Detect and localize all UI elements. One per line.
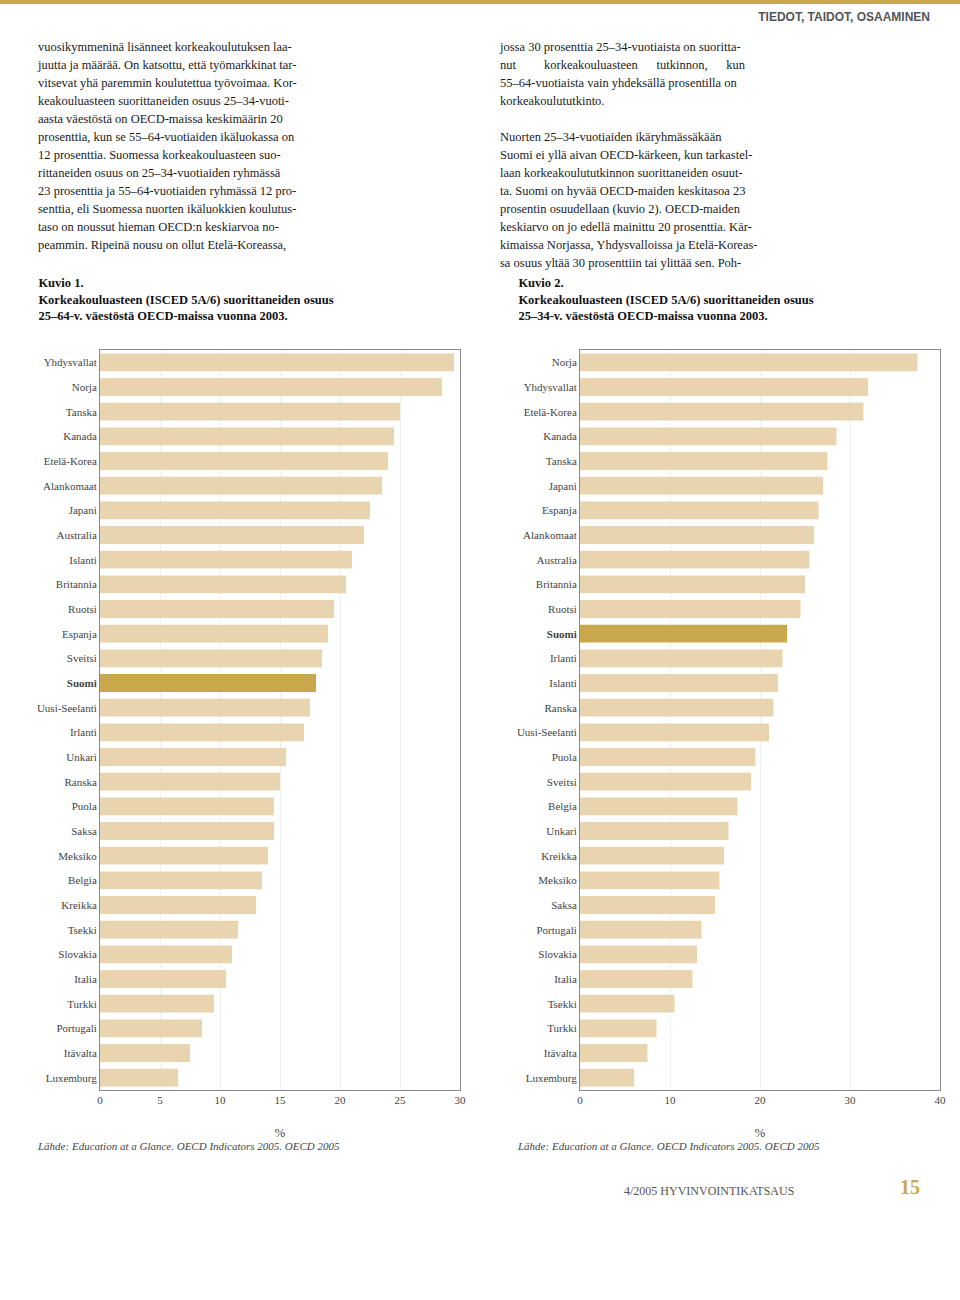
svg-text:Kuvio 1.Korkeakouluasteen (ISC: Kuvio 1.Korkeakouluasteen (ISCED 5A/6) s… bbox=[38, 276, 333, 323]
svg-text:Slovakia: Slovakia bbox=[538, 948, 577, 960]
svg-text:Japani: Japani bbox=[69, 504, 97, 516]
html-text:4/2005 HYVINVOINTIKATSAUS: 4/2005 HYVINVOINTIKATSAUS bbox=[624, 1184, 795, 1198]
svg-text:Norja: Norja bbox=[552, 356, 577, 368]
svg-text:Itävalta: Itävalta bbox=[64, 1047, 97, 1059]
svg-text:Italia: Italia bbox=[74, 973, 97, 985]
svg-text:Irlanti: Irlanti bbox=[550, 652, 577, 664]
svg-text:Italia: Italia bbox=[554, 973, 577, 985]
svg-text:Kuvio 2.Korkeakouluasteen (ISC: Kuvio 2.Korkeakouluasteen (ISCED 5A/6) s… bbox=[518, 276, 813, 323]
svg-text:40: 40 bbox=[935, 1094, 947, 1106]
svg-text:%: % bbox=[755, 1125, 766, 1140]
svg-text:Slovakia: Slovakia bbox=[58, 948, 97, 960]
svg-text:Kanada: Kanada bbox=[63, 430, 97, 442]
html-text:jossa 30 prosenttia 25–34-vuot: jossa 30 prosenttia 25–34-vuotiaista on … bbox=[500, 40, 758, 270]
svg-text:Ruotsi: Ruotsi bbox=[548, 603, 577, 615]
svg-text:30: 30 bbox=[845, 1094, 857, 1106]
svg-text:Belgia: Belgia bbox=[548, 800, 577, 812]
svg-text:Britannia: Britannia bbox=[56, 578, 97, 590]
svg-text:Unkari: Unkari bbox=[66, 751, 97, 763]
svg-text:5: 5 bbox=[157, 1094, 163, 1106]
svg-text:0: 0 bbox=[97, 1094, 103, 1106]
svg-text:Puola: Puola bbox=[552, 751, 577, 763]
svg-text:Britannia: Britannia bbox=[536, 578, 577, 590]
svg-text:Meksiko: Meksiko bbox=[58, 850, 97, 862]
html-text:vuosikymmeninä lisänneet korke: vuosikymmeninä lisänneet korkeakoulutuks… bbox=[38, 40, 297, 252]
svg-text:Espanja: Espanja bbox=[542, 504, 577, 516]
svg-text:Etelä-Korea: Etelä-Korea bbox=[524, 406, 577, 418]
svg-text:Turkki: Turkki bbox=[547, 1022, 577, 1034]
svg-text:Portugali: Portugali bbox=[56, 1022, 96, 1034]
svg-text:Portugali: Portugali bbox=[536, 924, 576, 936]
html-text:Lähde: Education at a Glance.: Lähde: Education at a Glance. OECD Indic… bbox=[518, 1140, 820, 1152]
svg-text:Unkari: Unkari bbox=[546, 825, 577, 837]
svg-text:Japani: Japani bbox=[549, 480, 577, 492]
svg-text:Ruotsi: Ruotsi bbox=[68, 603, 97, 615]
svg-text:Kreikka: Kreikka bbox=[61, 899, 97, 911]
svg-text:Saksa: Saksa bbox=[71, 825, 97, 837]
svg-text:Turkki: Turkki bbox=[67, 998, 97, 1010]
svg-text:Irlanti: Irlanti bbox=[70, 726, 97, 738]
svg-text:Kreikka: Kreikka bbox=[541, 850, 577, 862]
svg-text:Itävalta: Itävalta bbox=[544, 1047, 577, 1059]
svg-text:Espanja: Espanja bbox=[62, 628, 97, 640]
svg-text:10: 10 bbox=[665, 1094, 677, 1106]
svg-text:Uusi-Seelanti: Uusi-Seelanti bbox=[517, 726, 577, 738]
svg-text:Uusi-Seelanti: Uusi-Seelanti bbox=[37, 702, 97, 714]
svg-text:10: 10 bbox=[215, 1094, 227, 1106]
svg-text:Australia: Australia bbox=[536, 554, 576, 566]
svg-text:Alankomaat: Alankomaat bbox=[43, 480, 97, 492]
svg-text:Kanada: Kanada bbox=[543, 430, 577, 442]
svg-text:Tanska: Tanska bbox=[66, 406, 97, 418]
svg-text:Norja: Norja bbox=[72, 381, 97, 393]
svg-text:Tanska: Tanska bbox=[546, 455, 577, 467]
svg-text:Islanti: Islanti bbox=[69, 554, 97, 566]
svg-text:Yhdysvallat: Yhdysvallat bbox=[44, 356, 97, 368]
svg-text:20: 20 bbox=[755, 1094, 767, 1106]
html-text:TIEDOT, TAIDOT, OSAAMINEN: TIEDOT, TAIDOT, OSAAMINEN bbox=[758, 10, 930, 24]
svg-text:Sveitsi: Sveitsi bbox=[547, 776, 577, 788]
svg-text:25: 25 bbox=[395, 1094, 407, 1106]
svg-text:Luxemburg: Luxemburg bbox=[46, 1072, 98, 1084]
svg-text:20: 20 bbox=[335, 1094, 347, 1106]
svg-text:Meksiko: Meksiko bbox=[538, 874, 577, 886]
svg-text:15: 15 bbox=[275, 1094, 287, 1106]
svg-text:30: 30 bbox=[455, 1094, 467, 1106]
html-text:15: 15 bbox=[900, 1176, 920, 1198]
svg-text:%: % bbox=[275, 1125, 286, 1140]
svg-text:Ranska: Ranska bbox=[544, 702, 577, 714]
svg-text:Tsekki: Tsekki bbox=[68, 924, 97, 936]
svg-text:Islanti: Islanti bbox=[549, 677, 577, 689]
svg-text:Australia: Australia bbox=[56, 529, 96, 541]
svg-text:Suomi: Suomi bbox=[547, 628, 577, 640]
svg-text:Tsekki: Tsekki bbox=[548, 998, 577, 1010]
svg-text:Yhdysvallat: Yhdysvallat bbox=[524, 381, 577, 393]
svg-text:Luxemburg: Luxemburg bbox=[526, 1072, 578, 1084]
svg-text:Ranska: Ranska bbox=[64, 776, 97, 788]
svg-text:Sveitsi: Sveitsi bbox=[67, 652, 97, 664]
svg-text:Puola: Puola bbox=[72, 800, 97, 812]
svg-text:Saksa: Saksa bbox=[551, 899, 577, 911]
svg-text:Alankomaat: Alankomaat bbox=[523, 529, 577, 541]
svg-text:Suomi: Suomi bbox=[67, 677, 97, 689]
html-text:Lähde: Education at a Glance.: Lähde: Education at a Glance. OECD Indic… bbox=[38, 1140, 340, 1152]
svg-text:Belgia: Belgia bbox=[68, 874, 97, 886]
svg-text:0: 0 bbox=[577, 1094, 583, 1106]
svg-text:Etelä-Korea: Etelä-Korea bbox=[44, 455, 97, 467]
